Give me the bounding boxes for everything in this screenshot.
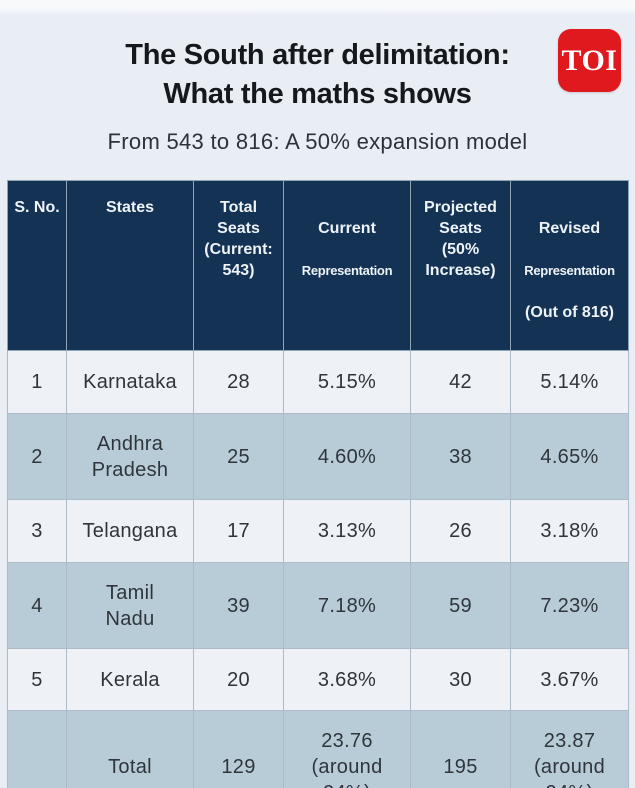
cell-projected-seats: 59: [410, 562, 511, 649]
cell-projected-seats: 30: [410, 648, 511, 711]
delimitation-table: S. No. States Total Seats (Current: 543)…: [7, 180, 629, 788]
cell-total-seats: 28: [193, 350, 284, 414]
cell-sno: 1: [7, 350, 67, 414]
header-cell-revised-representation: Revised Representation (Out of 816): [510, 180, 629, 351]
header-cell-current-representation: Current Representation: [283, 180, 411, 351]
header-current-sub: Representation: [301, 263, 393, 278]
cell-sno: 4: [7, 562, 67, 649]
header-current-main: Current: [318, 220, 376, 237]
table-row: 3 Telangana 17 3.13% 26 3.18%: [7, 499, 629, 563]
header-revised-tail: (Out of 816): [525, 304, 614, 321]
cell-current-rep: 5.15%: [283, 350, 411, 414]
toi-logo-text: TOI: [561, 43, 618, 77]
cell-state: Kerala: [66, 648, 194, 711]
header-cell-total-seats: Total Seats (Current: 543): [193, 180, 284, 351]
cell-projected-seats: 42: [410, 350, 511, 414]
cell-total-seats: 17: [193, 499, 284, 563]
cell-revised-rep: 3.18%: [510, 499, 629, 563]
cell-state: Andhra Pradesh: [66, 413, 194, 500]
header-cell-sno: S. No.: [7, 180, 67, 351]
cell-total-seats: 39: [193, 562, 284, 649]
table-total-row: Total 129 23.76 (around 24%) 195 23.87 (…: [7, 710, 629, 788]
page-title-line-1: The South after delimitation:: [125, 39, 510, 71]
cell-revised-rep: 3.67%: [510, 648, 629, 711]
header-cell-projected-seats: Projected Seats (50% Increase): [410, 180, 511, 351]
cell-state: Tamil Nadu: [66, 562, 194, 649]
cell-current-rep: 23.76 (around 24%): [283, 710, 411, 788]
page-title-line-2: What the maths shows: [163, 78, 472, 110]
cell-projected-seats: 195: [410, 710, 511, 788]
page-title: The South after delimitation: What the m…: [0, 0, 635, 114]
cell-state: Karnataka: [66, 350, 194, 414]
toi-logo: TOI: [558, 29, 621, 92]
cell-sno: 5: [7, 648, 67, 711]
cell-state: Total: [66, 710, 194, 788]
cell-current-rep: 7.18%: [283, 562, 411, 649]
cell-sno: 3: [7, 499, 67, 563]
header-cell-states: States: [66, 180, 194, 351]
cell-revised-rep: 4.65%: [510, 413, 629, 500]
table-row: 1 Karnataka 28 5.15% 42 5.14%: [7, 350, 629, 414]
cell-state: Telangana: [66, 499, 194, 563]
cell-revised-rep: 7.23%: [510, 562, 629, 649]
cell-total-seats: 129: [193, 710, 284, 788]
cell-sno: 2: [7, 413, 67, 500]
header-revised-sub: Representation: [524, 263, 615, 278]
cell-revised-rep: 5.14%: [510, 350, 629, 414]
table-row: 5 Kerala 20 3.68% 30 3.67%: [7, 648, 629, 711]
table-row: 2 Andhra Pradesh 25 4.60% 38 4.65%: [7, 413, 629, 500]
cell-projected-seats: 26: [410, 499, 511, 563]
header-revised-main: Revised: [538, 220, 601, 237]
cell-total-seats: 25: [193, 413, 284, 500]
cell-revised-rep: 23.87 (around 24%): [510, 710, 629, 788]
page-subtitle: From 543 to 816: A 50% expansion model: [107, 129, 528, 154]
table-row: 4 Tamil Nadu 39 7.18% 59 7.23%: [7, 562, 629, 649]
cell-sno: [7, 710, 67, 788]
cell-projected-seats: 38: [410, 413, 511, 500]
cell-current-rep: 4.60%: [283, 413, 411, 500]
table-header-row: S. No. States Total Seats (Current: 543)…: [7, 180, 629, 351]
cell-current-rep: 3.13%: [283, 499, 411, 563]
cell-current-rep: 3.68%: [283, 648, 411, 711]
cell-total-seats: 20: [193, 648, 284, 711]
